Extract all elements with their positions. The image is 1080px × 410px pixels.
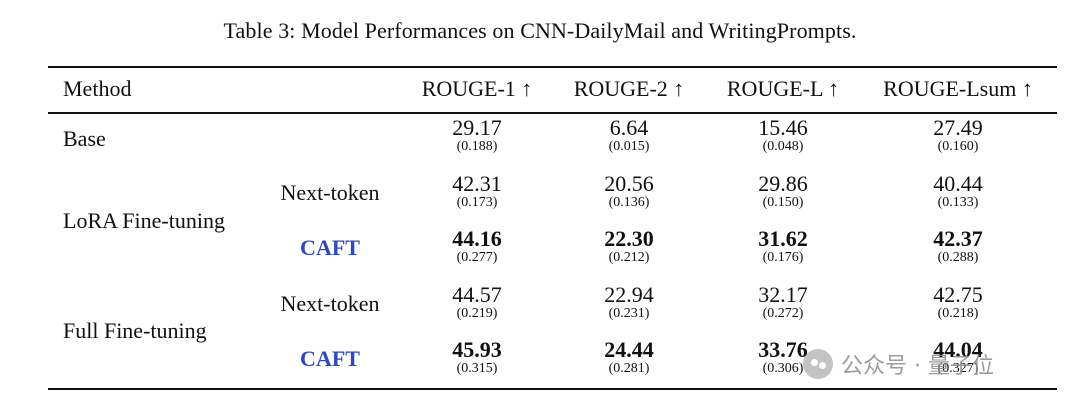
header-rouge-1: ROUGE-1 ↑ bbox=[421, 76, 533, 101]
cell-row4-rouge-lsum: 42.75 (0.218) bbox=[933, 284, 983, 322]
score-value: 33.76 bbox=[758, 337, 808, 362]
group-label-base: Base bbox=[63, 126, 106, 151]
watermark: 公众号 · 量子位 bbox=[803, 348, 994, 380]
score-value: 22.94 bbox=[604, 282, 654, 307]
score-value: 42.31 bbox=[452, 171, 502, 196]
cell-row1-rouge-2: 6.64 (0.015) bbox=[609, 117, 650, 155]
score-value: 42.75 bbox=[933, 282, 983, 307]
header-method: Method bbox=[63, 76, 132, 101]
score-std: (0.212) bbox=[608, 250, 650, 265]
score-value: 31.62 bbox=[758, 226, 808, 251]
cell-row1-rouge-l: 15.46 (0.048) bbox=[758, 117, 808, 155]
score-value: 20.56 bbox=[604, 171, 654, 196]
header-rouge-2: ROUGE-2 ↑ bbox=[573, 76, 685, 101]
score-std: (0.048) bbox=[762, 139, 804, 154]
cell-row3-rouge-lsum: 42.37 (0.288) bbox=[933, 228, 983, 266]
wechat-icon bbox=[803, 349, 833, 379]
sub-label-full-next-token: Next-token bbox=[280, 291, 380, 316]
score-std: (0.327) bbox=[937, 361, 979, 376]
top-rule bbox=[48, 66, 1057, 68]
cell-row5-rouge-2: 24.44 (0.281) bbox=[604, 339, 654, 377]
score-std: (0.150) bbox=[762, 195, 804, 210]
score-value: 44.04 bbox=[933, 337, 983, 362]
score-value: 42.37 bbox=[933, 226, 983, 251]
cell-row1-rouge-1: 29.17 (0.188) bbox=[452, 117, 502, 155]
header-rouge-lsum: ROUGE-Lsum ↑ bbox=[883, 76, 1033, 101]
group-label-lora: LoRA Fine-tuning bbox=[63, 208, 225, 233]
score-std: (0.133) bbox=[937, 195, 979, 210]
sub-label-lora-caft: CAFT bbox=[300, 235, 360, 260]
sub-label-lora-next-token: Next-token bbox=[280, 180, 380, 205]
table-caption: Table 3: Model Performances on CNN-Daily… bbox=[223, 18, 857, 43]
score-std: (0.173) bbox=[456, 195, 498, 210]
cell-row2-rouge-lsum: 40.44 (0.133) bbox=[933, 173, 983, 211]
score-value: 27.49 bbox=[933, 115, 983, 140]
score-value: 44.57 bbox=[452, 282, 502, 307]
score-std: (0.315) bbox=[456, 361, 498, 376]
score-value: 40.44 bbox=[933, 171, 983, 196]
score-std: (0.219) bbox=[456, 306, 498, 321]
score-std: (0.272) bbox=[762, 306, 804, 321]
score-value: 22.30 bbox=[604, 226, 654, 251]
cell-row2-rouge-l: 29.86 (0.150) bbox=[758, 173, 808, 211]
sub-label-full-caft: CAFT bbox=[300, 346, 360, 371]
cell-row2-rouge-1: 42.31 (0.173) bbox=[452, 173, 502, 211]
cell-row5-rouge-1: 45.93 (0.315) bbox=[452, 339, 502, 377]
score-value: 29.86 bbox=[758, 171, 808, 196]
score-std: (0.015) bbox=[608, 139, 650, 154]
cell-row5-rouge-lsum: 44.04 (0.327) bbox=[933, 339, 983, 377]
cell-row5-rouge-l: 33.76 (0.306) bbox=[758, 339, 808, 377]
cell-row3-rouge-l: 31.62 (0.176) bbox=[758, 228, 808, 266]
score-value: 44.16 bbox=[452, 226, 502, 251]
group-label-full: Full Fine-tuning bbox=[63, 318, 207, 343]
score-std: (0.306) bbox=[762, 361, 804, 376]
score-std: (0.176) bbox=[762, 250, 804, 265]
score-std: (0.218) bbox=[937, 306, 979, 321]
cell-row2-rouge-2: 20.56 (0.136) bbox=[604, 173, 654, 211]
header-rule bbox=[48, 112, 1057, 114]
score-std: (0.288) bbox=[937, 250, 979, 265]
score-value: 32.17 bbox=[758, 282, 808, 307]
score-value: 15.46 bbox=[758, 115, 808, 140]
cell-row4-rouge-1: 44.57 (0.219) bbox=[452, 284, 502, 322]
score-std: (0.188) bbox=[456, 139, 498, 154]
score-std: (0.281) bbox=[608, 361, 650, 376]
score-value: 45.93 bbox=[452, 337, 502, 362]
cell-row4-rouge-2: 22.94 (0.231) bbox=[604, 284, 654, 322]
bottom-rule bbox=[48, 388, 1057, 390]
score-value: 6.64 bbox=[609, 115, 649, 140]
score-std: (0.231) bbox=[608, 306, 650, 321]
cell-row1-rouge-lsum: 27.49 (0.160) bbox=[933, 117, 983, 155]
score-std: (0.160) bbox=[937, 139, 979, 154]
score-value: 29.17 bbox=[452, 115, 502, 140]
watermark-text: 公众号 · 量子位 bbox=[841, 354, 994, 379]
cell-row4-rouge-l: 32.17 (0.272) bbox=[758, 284, 808, 322]
cell-row3-rouge-2: 22.30 (0.212) bbox=[604, 228, 654, 266]
score-std: (0.136) bbox=[608, 195, 650, 210]
score-std: (0.277) bbox=[456, 250, 498, 265]
cell-row3-rouge-1: 44.16 (0.277) bbox=[452, 228, 502, 266]
score-value: 24.44 bbox=[604, 337, 654, 362]
header-rouge-l: ROUGE-L ↑ bbox=[726, 76, 840, 101]
